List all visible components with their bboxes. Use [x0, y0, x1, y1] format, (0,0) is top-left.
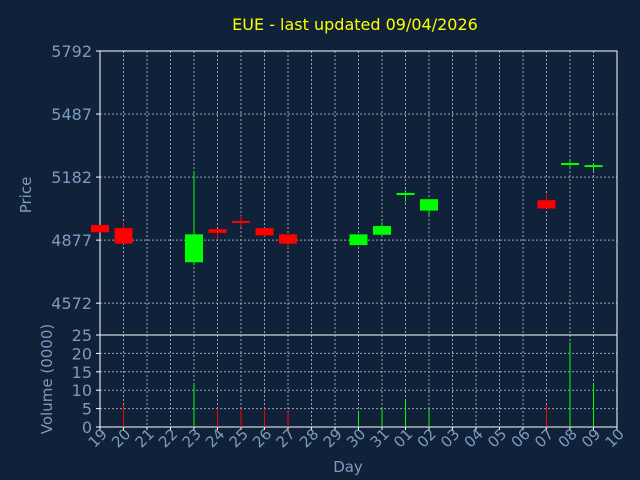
volume-tick-label: 15	[72, 363, 92, 382]
candle-20	[114, 221, 133, 244]
volume-bars	[123, 342, 594, 427]
candle-19	[91, 225, 109, 233]
candle-body	[561, 163, 579, 166]
candle-body	[537, 200, 556, 209]
candle-body	[208, 229, 227, 233]
volume-tick-label: 20	[72, 344, 92, 363]
candle-09	[584, 164, 603, 172]
chart-title: EUE - last updated 09/04/2026	[232, 15, 478, 34]
price-tick-label: 5792	[51, 42, 92, 61]
candle-body	[396, 193, 415, 195]
candle-01	[396, 189, 415, 203]
candle-07	[537, 194, 556, 209]
candle-body	[420, 199, 438, 211]
candle-body	[279, 234, 297, 244]
volume-tick-label: 25	[72, 326, 92, 345]
price-tick-label: 5487	[51, 105, 92, 124]
candle-31	[373, 221, 391, 235]
candle-24	[208, 229, 227, 240]
volume-tick-label: 10	[72, 381, 92, 400]
candle-25	[232, 215, 250, 228]
price-axis-label: Price	[17, 177, 35, 214]
candle-body	[114, 228, 133, 244]
volume-tick-label: 0	[82, 418, 92, 437]
price-tick-label: 4877	[51, 231, 92, 250]
candle-08	[561, 159, 579, 170]
volume-axis-label: Volume (0000)	[38, 324, 56, 434]
candle-02	[420, 199, 438, 217]
candles	[91, 159, 603, 266]
candle-27	[279, 234, 297, 248]
candle-body	[232, 220, 250, 223]
candle-body	[255, 228, 274, 236]
candle-30	[349, 234, 368, 246]
candle-body	[185, 234, 203, 263]
candle-body	[349, 234, 368, 246]
candle-body	[584, 165, 603, 168]
candle-23	[185, 171, 203, 266]
day-axis-label: Day	[333, 458, 363, 476]
candle-body	[91, 225, 109, 233]
price-tick-label: 4572	[51, 294, 92, 313]
price-tick-label: 5182	[51, 168, 92, 187]
volume-tick-label: 5	[82, 400, 92, 419]
candle-body	[373, 226, 391, 235]
candle-26	[255, 228, 274, 237]
